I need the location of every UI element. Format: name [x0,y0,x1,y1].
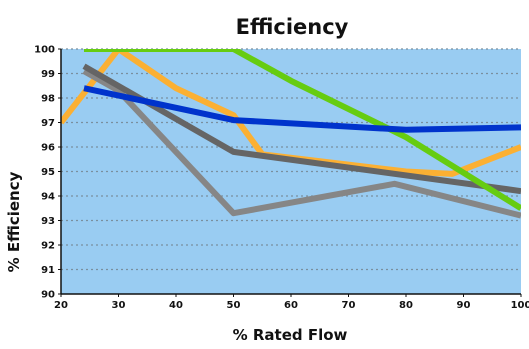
series-line-3 [82,63,521,195]
x-tick-label: 80 [399,300,413,311]
series-line-4 [84,49,521,211]
y-axis-label: % Efficiency [5,171,23,272]
y-tick-label: 98 [41,94,55,105]
chart-title: Efficiency [236,15,349,39]
series-line-1 [61,49,521,177]
y-tick-label: 90 [41,290,55,301]
y-tick-label: 92 [41,241,55,252]
y-axis-ticks: 90 91 92 93 94 95 96 97 98 99 100 [34,45,61,301]
x-tick-label: 40 [169,300,183,311]
y-tick-label: 95 [41,167,55,178]
x-tick-label: 20 [54,300,68,311]
x-tick-label: 50 [227,300,241,311]
x-tick-label: 60 [284,300,298,311]
series-line-5 [83,85,521,133]
y-tick-label: 100 [34,45,55,56]
y-tick-label: 99 [41,69,55,80]
y-tick-label: 91 [41,265,55,276]
x-tick-label: 90 [457,300,471,311]
x-axis-ticks: 20 30 40 50 60 70 80 90 100 [54,294,529,311]
x-tick-label: 70 [342,300,356,311]
y-tick-label: 97 [41,118,55,129]
x-tick-label: 30 [112,300,126,311]
y-tick-label: 93 [41,216,55,227]
series-line-2 [82,68,521,219]
y-tick-label: 94 [41,192,55,203]
y-tick-label: 96 [41,143,55,154]
plot-area [60,48,521,295]
x-axis-label: % Rated Flow [233,326,348,344]
x-tick-label: 100 [511,300,529,311]
